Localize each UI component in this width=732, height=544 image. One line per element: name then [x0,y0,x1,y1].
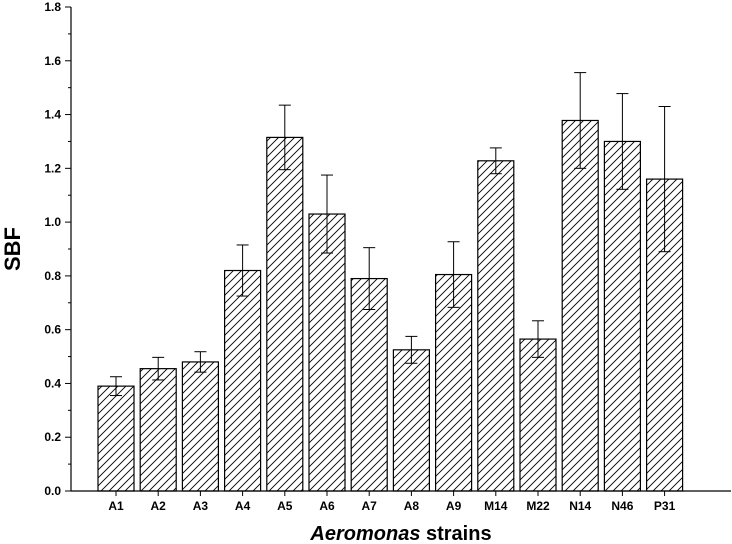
error-bar-A2 [152,356,165,381]
x-axis-title-italic: Aeromonas [309,523,420,544]
x-tick-label-A8: A8 [404,499,420,513]
bar-A8 [392,349,430,492]
error-bars-layer [110,72,671,397]
error-bar-P31 [658,105,671,253]
bar-A2 [139,368,177,492]
y-axis-title: SBF [0,227,25,271]
y-tick-label: 1.6 [44,54,61,68]
x-tick-label-A9: A9 [446,499,462,513]
y-tick-label: 0.4 [44,376,61,390]
error-bar-A8 [405,335,418,364]
bar-N46 [603,140,642,492]
error-bar-A4 [236,244,249,297]
bar-A5 [266,136,304,492]
bar-A9 [435,273,473,492]
bar-M14 [477,160,515,492]
x-tick-label-A3: A3 [193,499,209,513]
error-bar-A1 [110,376,122,397]
bar-A1 [97,385,135,492]
bar-N14 [561,119,599,492]
error-bar-A6 [321,174,333,254]
y-tick-label: 1.4 [44,108,61,122]
error-bar-N46 [616,93,629,190]
y-tick-label: 0.2 [44,430,61,444]
x-tick-label-M14: M14 [484,499,508,513]
error-bar-A7 [363,247,376,310]
bars-layer [97,119,684,492]
x-tick-label-M22: M22 [526,499,550,513]
y-tick-label: 0.0 [44,484,61,498]
bar-A6 [308,213,346,492]
axes-layer [65,6,731,496]
x-axis-title: Aeromonas strains [309,523,491,544]
y-tick-label: 0.6 [44,323,61,337]
bar-A4 [224,269,262,492]
error-bar-M14 [489,147,502,175]
x-tick-label-A4: A4 [235,499,251,513]
x-tick-label-N14: N14 [569,499,591,513]
error-bar-M22 [532,320,544,358]
y-tick-label: 0.8 [44,269,61,283]
error-bar-A3 [194,351,207,373]
error-bar-A9 [447,241,460,308]
x-tick-label-A2: A2 [151,499,167,513]
y-tick-label: 1.0 [44,215,61,229]
y-tick-label: 1.2 [44,161,61,175]
x-tick-label-N46: N46 [611,499,633,513]
x-tick-label-A7: A7 [362,499,378,513]
x-tick-label-A5: A5 [277,499,293,513]
error-bar-N14 [574,72,587,169]
bar-A3 [181,361,219,492]
x-axis-title-rest: strains [420,523,491,544]
labels-layer: A1 A2 A3 A4 A5 A6 A7 A8 A9 M14 M22 N14 N46 P31 0.0 0.2 0… [44,0,675,513]
x-tick-label-A6: A6 [319,499,335,513]
x-tick-label-P31: P31 [654,499,676,513]
x-tick-label-A1: A1 [108,499,124,513]
error-bar-A5 [278,104,291,171]
y-tick-label: 1.8 [44,0,61,14]
bar-A7 [350,277,388,492]
bar-M22 [519,338,557,492]
